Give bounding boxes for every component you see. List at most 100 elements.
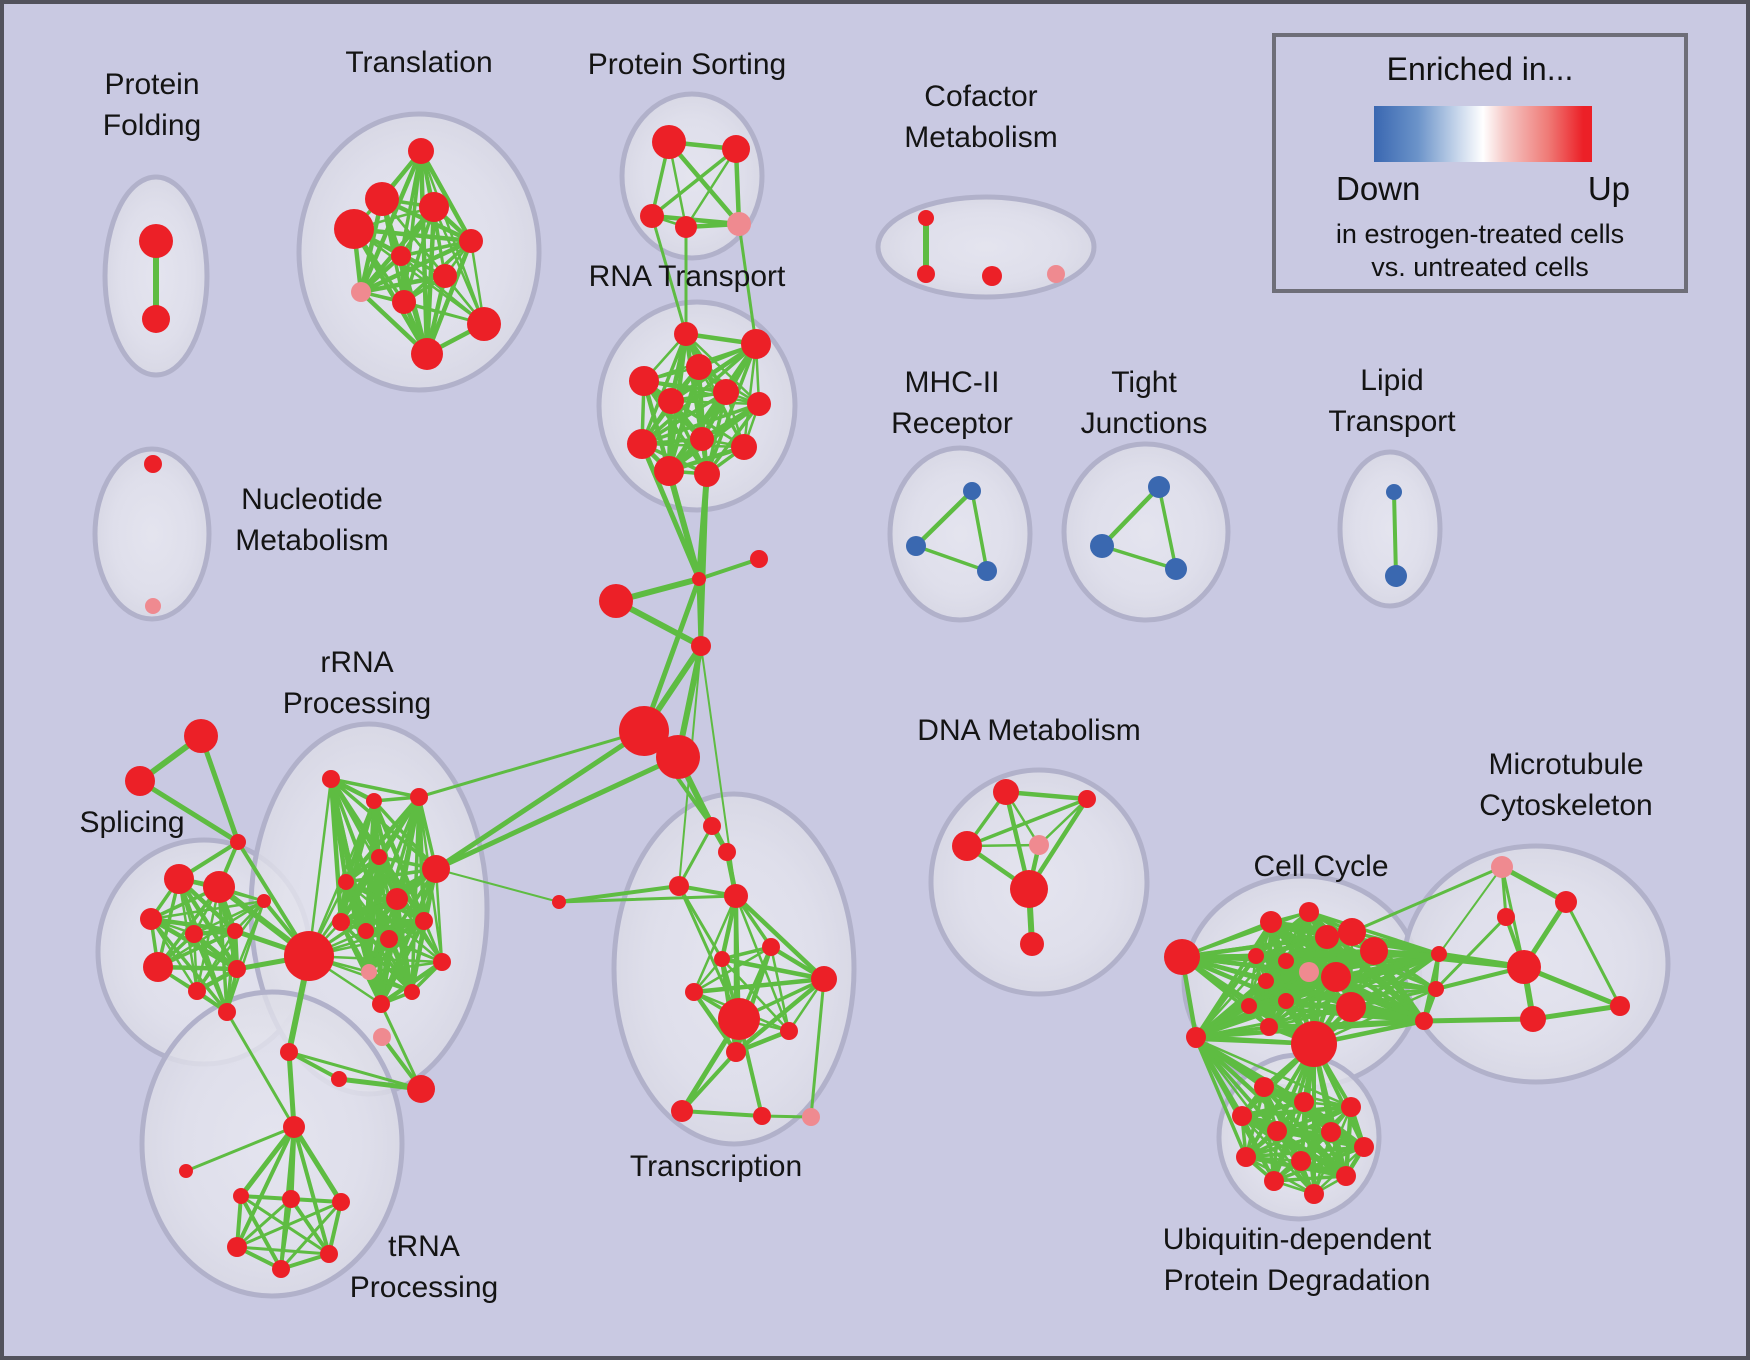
lip-label: Lipid [1360, 364, 1423, 397]
edge [1371, 948, 1527, 970]
ub-node-11 [1264, 1171, 1284, 1191]
tx-node-8 [718, 998, 760, 1040]
trna-node-4 [332, 1193, 350, 1211]
ub-node-5 [1267, 1121, 1287, 1141]
ps-node-2 [640, 204, 664, 228]
sp-node-5 [143, 952, 173, 982]
sp-node-1 [203, 871, 235, 903]
tx-node-3 [724, 884, 748, 908]
edge [1099, 484, 1162, 549]
cc-node-13 [1278, 993, 1294, 1009]
edge [156, 899, 266, 969]
edge [1274, 1128, 1349, 1179]
rrna-label: rRNA [320, 646, 393, 679]
cof-node-2 [982, 266, 1002, 286]
dna-node-1 [1078, 790, 1096, 808]
cc-node-10 [1299, 962, 1319, 982]
cc-node-18 [1428, 981, 1444, 997]
rrna-node-6 [386, 888, 408, 910]
ub-node-2 [1294, 1092, 1314, 1112]
rt-node-1 [741, 329, 771, 359]
edge [1157, 485, 1178, 571]
edge [1253, 909, 1312, 959]
tx-node-1 [718, 843, 736, 861]
tr-node-3 [334, 209, 374, 249]
tx-node-12 [753, 1107, 771, 1125]
trna-node-10 [407, 1075, 435, 1103]
lip-node-0 [1386, 484, 1402, 500]
tx-node-4 [714, 951, 730, 967]
sp-node-3 [185, 925, 203, 943]
ub-node-12 [1304, 1184, 1324, 1204]
dna-node-0 [993, 779, 1019, 805]
mhc-label: Receptor [891, 407, 1013, 440]
rt-node-0 [674, 322, 698, 346]
tx-node-2 [669, 876, 689, 896]
edge [557, 884, 681, 904]
rrna-node-0 [322, 770, 340, 788]
tr-node-7 [351, 282, 371, 302]
edge [1272, 1174, 1348, 1183]
edge [286, 1049, 297, 1130]
edge [1564, 900, 1622, 1008]
tj-cluster-ellipse [1061, 441, 1231, 623]
cn-node-8 [230, 834, 246, 850]
rt-node-2 [686, 354, 712, 380]
trna-node-6 [320, 1245, 338, 1263]
tj-label: Tight [1111, 366, 1177, 399]
sp-node-6 [188, 982, 206, 1000]
sp-node-2 [140, 908, 162, 930]
edge [1247, 970, 1311, 1008]
ps-node-1 [722, 135, 750, 163]
edge [1193, 953, 1259, 1040]
edge [742, 342, 758, 449]
rrna-node-12 [433, 953, 451, 971]
edge [1284, 952, 1441, 1003]
rrna-node-10 [415, 912, 433, 930]
rrna-label: Processing [283, 687, 431, 720]
edge [287, 1050, 341, 1081]
nodes [125, 125, 1630, 1278]
rrna-node-8 [358, 923, 374, 939]
edge [669, 399, 761, 406]
rt-node-11 [694, 461, 720, 487]
network-canvas: Protein Folding Translation Protein Sorting… [79, 46, 1671, 1304]
edge [367, 960, 444, 974]
tr-node-6 [433, 264, 457, 288]
trna-node-1 [179, 1164, 193, 1178]
cn-node-0 [692, 572, 706, 586]
edge [666, 401, 762, 474]
rt-label: RNA Transport [589, 260, 786, 293]
edge [289, 1197, 331, 1256]
ub-node-6 [1321, 1122, 1341, 1142]
tx-node-11 [671, 1100, 693, 1122]
edge [684, 147, 738, 229]
edge [691, 976, 827, 995]
edge [733, 893, 827, 982]
mhc-cluster-ellipse [887, 445, 1033, 623]
edge [1284, 987, 1438, 1003]
edge [680, 1109, 764, 1118]
edge [1247, 954, 1258, 1008]
edge [432, 205, 486, 326]
sp-label: Splicing [79, 806, 184, 839]
cof-node-3 [1047, 265, 1065, 283]
cn-node-1 [750, 550, 768, 568]
rrna-node-4 [338, 874, 354, 890]
edge [149, 917, 229, 1014]
rrna-node-1 [366, 793, 382, 809]
legend-gradient-bar [1374, 106, 1592, 162]
trna-node-0 [283, 1116, 305, 1138]
pf-node-1 [142, 305, 170, 333]
dna-node-5 [1020, 932, 1044, 956]
edge [666, 468, 702, 582]
edge [668, 341, 759, 404]
trna-node-9 [331, 1071, 347, 1087]
ub-node-7 [1354, 1137, 1374, 1157]
edge [1421, 1016, 1536, 1024]
mt-node-2 [1497, 908, 1515, 926]
cc-node-9 [1258, 973, 1274, 989]
dna-node-2 [952, 831, 982, 861]
cc-node-4 [1315, 925, 1339, 949]
rrna-node-13 [372, 995, 390, 1013]
